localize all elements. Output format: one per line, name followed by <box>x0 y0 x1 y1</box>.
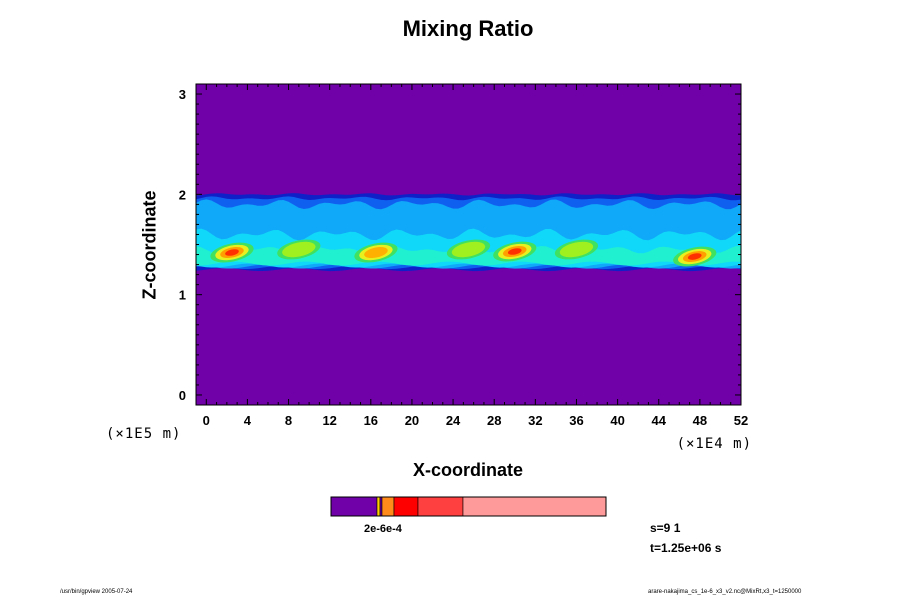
time-annotation: t=1.25e+06 s <box>650 541 722 555</box>
x-tick-label: 44 <box>652 413 667 428</box>
y-tick-label: 3 <box>179 87 186 102</box>
y-axis-unit: (×1E5 m) <box>106 426 182 442</box>
footer-command: /usr/bin/gpview 2005-07-24 <box>60 589 133 595</box>
x-tick-label: 12 <box>322 413 336 428</box>
colorbar-frame <box>330 496 607 517</box>
x-axis-label: X-coordinate <box>412 460 523 480</box>
y-tick-label: 1 <box>179 288 186 303</box>
hotspot-2-level-2 <box>364 247 388 259</box>
chart-title: Mixing Ratio <box>402 16 534 41</box>
x-tick-label: 24 <box>446 413 461 428</box>
plot-area <box>196 84 741 405</box>
footer-source: arare-nakajima_cs_1e-6_x3_v2.nc@MixRt,x3… <box>648 589 802 595</box>
step-annotation: s=9 1 <box>650 521 681 535</box>
hotspot-4-level-3 <box>507 248 522 255</box>
x-tick-label: 32 <box>528 413 542 428</box>
x-tick-label: 36 <box>569 413 583 428</box>
heatmap-field <box>196 84 741 405</box>
x-tick-label: 20 <box>405 413 419 428</box>
y-tick-label: 0 <box>179 388 186 403</box>
colorbar-segment <box>417 496 464 517</box>
colorbar-label: 2e-6e-4 <box>364 523 402 535</box>
x-tick-label: 0 <box>203 413 210 428</box>
hotspot-0-level-3 <box>225 249 239 256</box>
colorbar <box>330 496 607 517</box>
x-tick-label: 48 <box>693 413 707 428</box>
hotspot-6-level-3 <box>687 253 702 260</box>
hotspot-5-level-1 <box>559 241 594 258</box>
colorbar-segment <box>330 496 378 517</box>
x-tick-label: 4 <box>244 413 252 428</box>
x-tick-label: 40 <box>610 413 624 428</box>
colorbar-segment <box>393 496 419 517</box>
x-tick-label: 16 <box>364 413 378 428</box>
hotspot-3-level-1 <box>451 241 486 258</box>
y-tick-label: 2 <box>179 187 186 202</box>
hotspot-1-level-1 <box>282 241 316 258</box>
colorbar-segment <box>381 496 395 517</box>
x-axis-unit: (×1E4 m) <box>676 436 752 452</box>
x-tick-label: 8 <box>285 413 292 428</box>
x-tick-label: 28 <box>487 413 501 428</box>
colorbar-segment <box>376 496 381 517</box>
y-axis-label: Z-coordinate <box>139 190 160 300</box>
x-tick-label: 52 <box>734 413 748 428</box>
colorbar-segment <box>462 496 607 517</box>
